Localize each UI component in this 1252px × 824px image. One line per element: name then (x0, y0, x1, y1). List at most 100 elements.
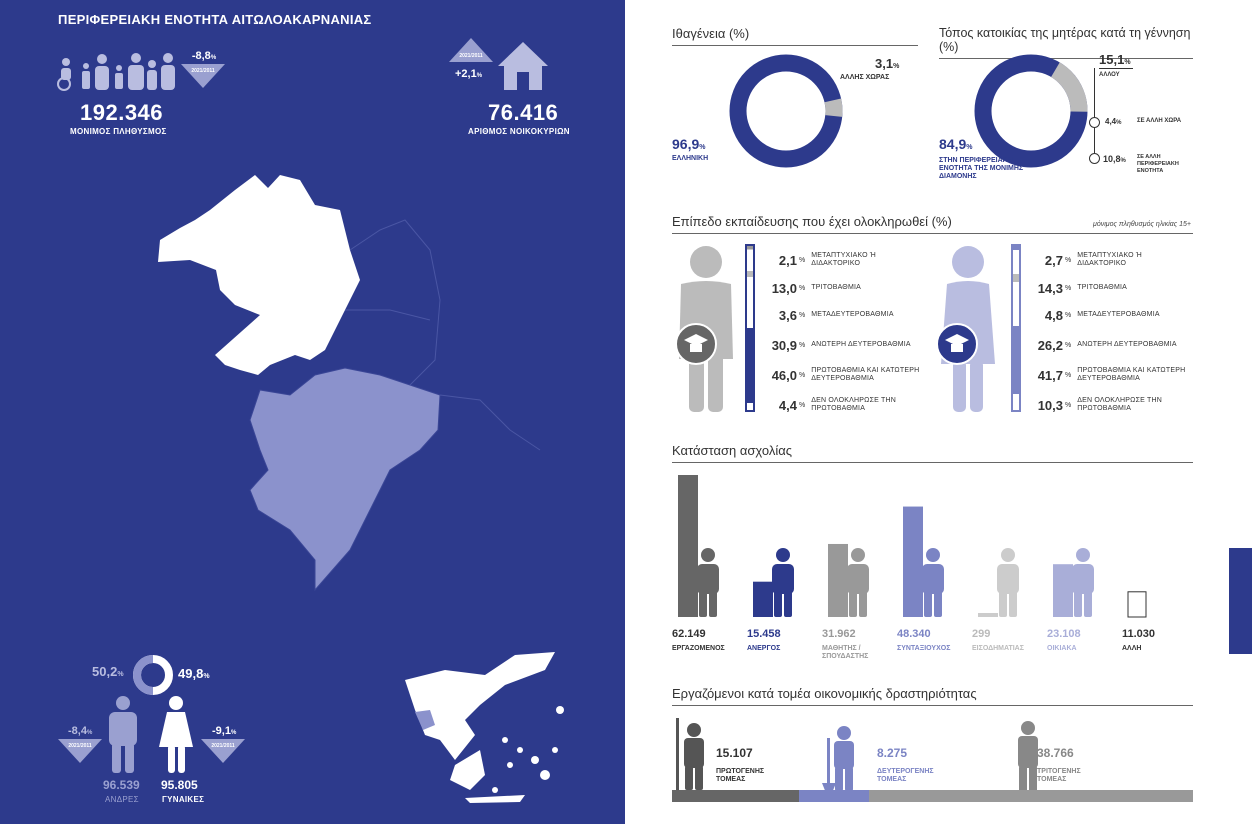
neighbour-shape (249, 367, 441, 592)
employment-label: ΟΙΚΙΑΚΑ (1047, 645, 1077, 652)
education-pct: % (799, 311, 806, 319)
education-label: ΜΕΤΑΠΤΥΧΙΑΚΟ Ή ΔΙΔΑΚΤΟΡΙΚΟ (1077, 252, 1142, 267)
households-label: ΑΡΙΘΜΟΣ ΝΟΙΚΟΚΥΡΙΩΝ (468, 127, 570, 136)
education-value: 4,8 (1044, 307, 1063, 323)
sectors-title: Εργαζόμενοι κατά τομέα οικονομικής δραστ… (672, 686, 1193, 706)
education-row: 4,8% ΜΕΤΑΔΕΥΤΕΡΟΒΑΘΜΙΑ (1023, 305, 1187, 325)
households-change: +2,1% (455, 68, 483, 80)
family-icon (57, 53, 175, 91)
region-title: ΠΕΡΙΦΕΡΕΙΑΚΗ ΕΝΟΤΗΤΑ ΑΙΤΩΛΟΑΚΑΡΝΑΝΙΑΣ (58, 12, 372, 27)
women-change-arrow (201, 739, 245, 763)
employment-label: ΑΝΕΡΓΟΣ (747, 645, 781, 652)
nationality-title: Ιθαγένεια (%) (672, 26, 918, 46)
birthplace-donut (974, 54, 1088, 168)
page-tab (1229, 548, 1252, 654)
women-share: 49,8% (178, 666, 210, 681)
education-value: 2,1 (778, 252, 797, 268)
education-row: 41,7% ΠΡΩΤΟΒΑΘΜΙΑ ΚΑΙ ΚΑΤΩΤΕΡΗ ΔΕΥΤΕΡΟΒΑΘ… (1023, 365, 1187, 385)
employment-value: 23.108 (1047, 628, 1081, 640)
employment-value: 299 (972, 628, 991, 640)
education-label: ΠΡΩΤΟΒΑΘΜΙΑ ΚΑΙ ΚΑΤΩΤΕΡΗ ΔΕΥΤΕΡΟΒΑΘΜΙΑ (811, 367, 920, 382)
employment-bar (903, 506, 923, 617)
nationality-greek-value: 96,9% (672, 136, 706, 152)
man-icon (109, 696, 137, 773)
employment-bar (828, 543, 848, 617)
education-row: 2,7% ΜΕΤΑΠΤΥΧΙΑΚΟ Ή ΔΙΔΑΚΤΟΡΙΚΟ (1023, 250, 1187, 270)
nationality-donut (729, 54, 843, 168)
education-value: 46,0 (771, 367, 797, 383)
education-value: 14,3 (1037, 280, 1063, 296)
sector-label: ΔΕΥΤΕΡΟΓΕΝΗΣ ΤΟΜΕΑΣ (877, 768, 934, 783)
woman-icon (159, 696, 193, 773)
education-row: 14,3% ΤΡΙΤΟΒΑΘΜΙΑ (1023, 278, 1187, 298)
education-label: ΤΡΙΤΟΒΑΘΜΙΑ (811, 284, 861, 291)
employment-person-icon (1072, 548, 1094, 617)
birthplace-other-label: ΑΛΛΟΥ (1099, 72, 1120, 78)
education-note: μόνιμος πληθυσμός ηλικίας 15+ (1093, 221, 1191, 228)
education-pct: % (1065, 311, 1072, 319)
birthplace-abroad-value: 4,4% (1105, 117, 1122, 126)
birthplace-title: Τόπος κατοικίας της μητέρας κατά τη γένν… (939, 26, 1193, 59)
sector-share-segment (869, 790, 1193, 802)
employment-value: 48.340 (897, 628, 931, 640)
education-pct: % (1065, 341, 1072, 349)
education-value: 13,0 (771, 280, 797, 296)
men-change: -8,4% (68, 725, 93, 737)
other-unit-marker (1089, 153, 1100, 164)
abroad-marker (1089, 117, 1100, 128)
employment-label: ΑΛΛΗ (1122, 645, 1142, 652)
sector-share-bar (672, 790, 1193, 802)
education-label: ΑΝΩΤΕΡΗ ΔΕΥΤΕΡΟΒΑΘΜΙΑ (1077, 341, 1177, 348)
education-pct: % (1065, 401, 1072, 409)
birthplace-other-unit-label: ΣΕ ΑΛΛΗ ΠΕΡΙΦΕΡΕΙΑΚΗ ΕΝΟΤΗΤΑ (1137, 154, 1179, 174)
sector-share-segment (799, 790, 869, 802)
education-row: 10,3% ΔΕΝ ΟΛΟΚΛΗΡΩΣΕ ΤΗΝ ΠΡΩΤΟΒΑΘΜΙΑ (1023, 395, 1187, 415)
education-men-bar (745, 244, 755, 412)
education-row: 2,1% ΜΕΤΑΠΤΥΧΙΑΚΟ Ή ΔΙΔΑΚΤΟΡΙΚΟ (757, 250, 921, 270)
women-value: 95.805 (161, 778, 198, 792)
men-change-arrow (58, 739, 102, 763)
education-row: 26,2% ΑΝΩΤΕΡΗ ΔΕΥΤΕΡΟΒΑΘΜΙΑ (1023, 335, 1187, 355)
gender-donut (133, 655, 173, 695)
education-value: 3,6 (778, 307, 797, 323)
birthplace-same-label: ΣΤΗΝ ΠΕΡΙΦΕΡΕΙΑΚΗ ΕΝΟΤΗΤΑ ΤΗΣ ΜΟΝΙΜΗΣ ΔΙ… (939, 157, 1024, 180)
women-period: 2021/2011 (211, 743, 235, 749)
sector-value: 38.766 (1037, 746, 1074, 760)
right-panel: Ιθαγένεια (%) 3,1% ΑΛΛΗΣ ΧΩΡΑΣ 96,9% ΕΛΛ… (625, 0, 1252, 824)
birthplace-other-unit-value: 10,8% (1103, 154, 1126, 164)
employment-label: ΕΡΓΑΖΟΜΕΝΟΣ (672, 645, 725, 652)
employment-value: 11.030 (1122, 628, 1156, 640)
employment-person-icon (697, 548, 719, 617)
education-pct: % (799, 256, 806, 264)
education-label: ΜΕΤΑΠΤΥΧΙΑΚΟ Ή ΔΙΔΑΚΤΟΡΙΚΟ (811, 252, 876, 267)
population-label: ΜΟΝΙΜΟΣ ΠΛΗΘΥΣΜΟΣ (70, 127, 167, 136)
sector-value: 8.275 (877, 746, 908, 760)
region-map (158, 175, 541, 592)
women-label: ΓΥΝΑΙΚΕΣ (162, 795, 205, 804)
employment-bar (1127, 591, 1147, 618)
employment-label: ΣΥΝΤΑΞΙΟΥΧΟΣ (897, 645, 951, 652)
employment-label: ΜΑΘΗΤΗΣ / ΣΠΟΥΔΑΣΤΗΣ (822, 645, 869, 660)
employment-person-icon (922, 548, 944, 617)
education-value: 30,9 (771, 337, 797, 353)
education-label: ΤΡΙΤΟΒΑΘΜΙΑ (1077, 284, 1127, 291)
education-label: ΜΕΤΑΔΕΥΤΕΡΟΒΑΘΜΙΑ (811, 311, 894, 318)
employment-value: 31.962 (822, 628, 856, 640)
education-row: 3,6% ΜΕΤΑΔΕΥΤΕΡΟΒΑΘΜΙΑ (757, 305, 921, 325)
employment-value: 15.458 (747, 628, 781, 640)
population-value: 192.346 (80, 100, 164, 125)
sector-value: 15.107 (716, 746, 753, 760)
employment-bar (753, 581, 773, 617)
education-row: 13,0% ΤΡΙΤΟΒΑΘΜΙΑ (757, 278, 921, 298)
education-pct: % (799, 284, 806, 292)
education-women-bar (1011, 244, 1021, 412)
education-title: Επίπεδο εκπαίδευσης που έχει ολοκληρωθεί… (672, 214, 1193, 234)
households-period: 2021/2011 (459, 53, 483, 59)
women-change: -9,1% (212, 725, 237, 737)
nationality-other-label: ΑΛΛΗΣ ΧΩΡΑΣ (840, 74, 890, 81)
sector-label: ΤΡΙΤΟΓΕΝΗΣ ΤΟΜΕΑΣ (1037, 768, 1081, 783)
employment-person-icon (772, 548, 794, 617)
education-value: 4,4 (778, 397, 797, 413)
population-period: 2021/2011 (191, 68, 215, 74)
education-man-icon (675, 246, 733, 412)
